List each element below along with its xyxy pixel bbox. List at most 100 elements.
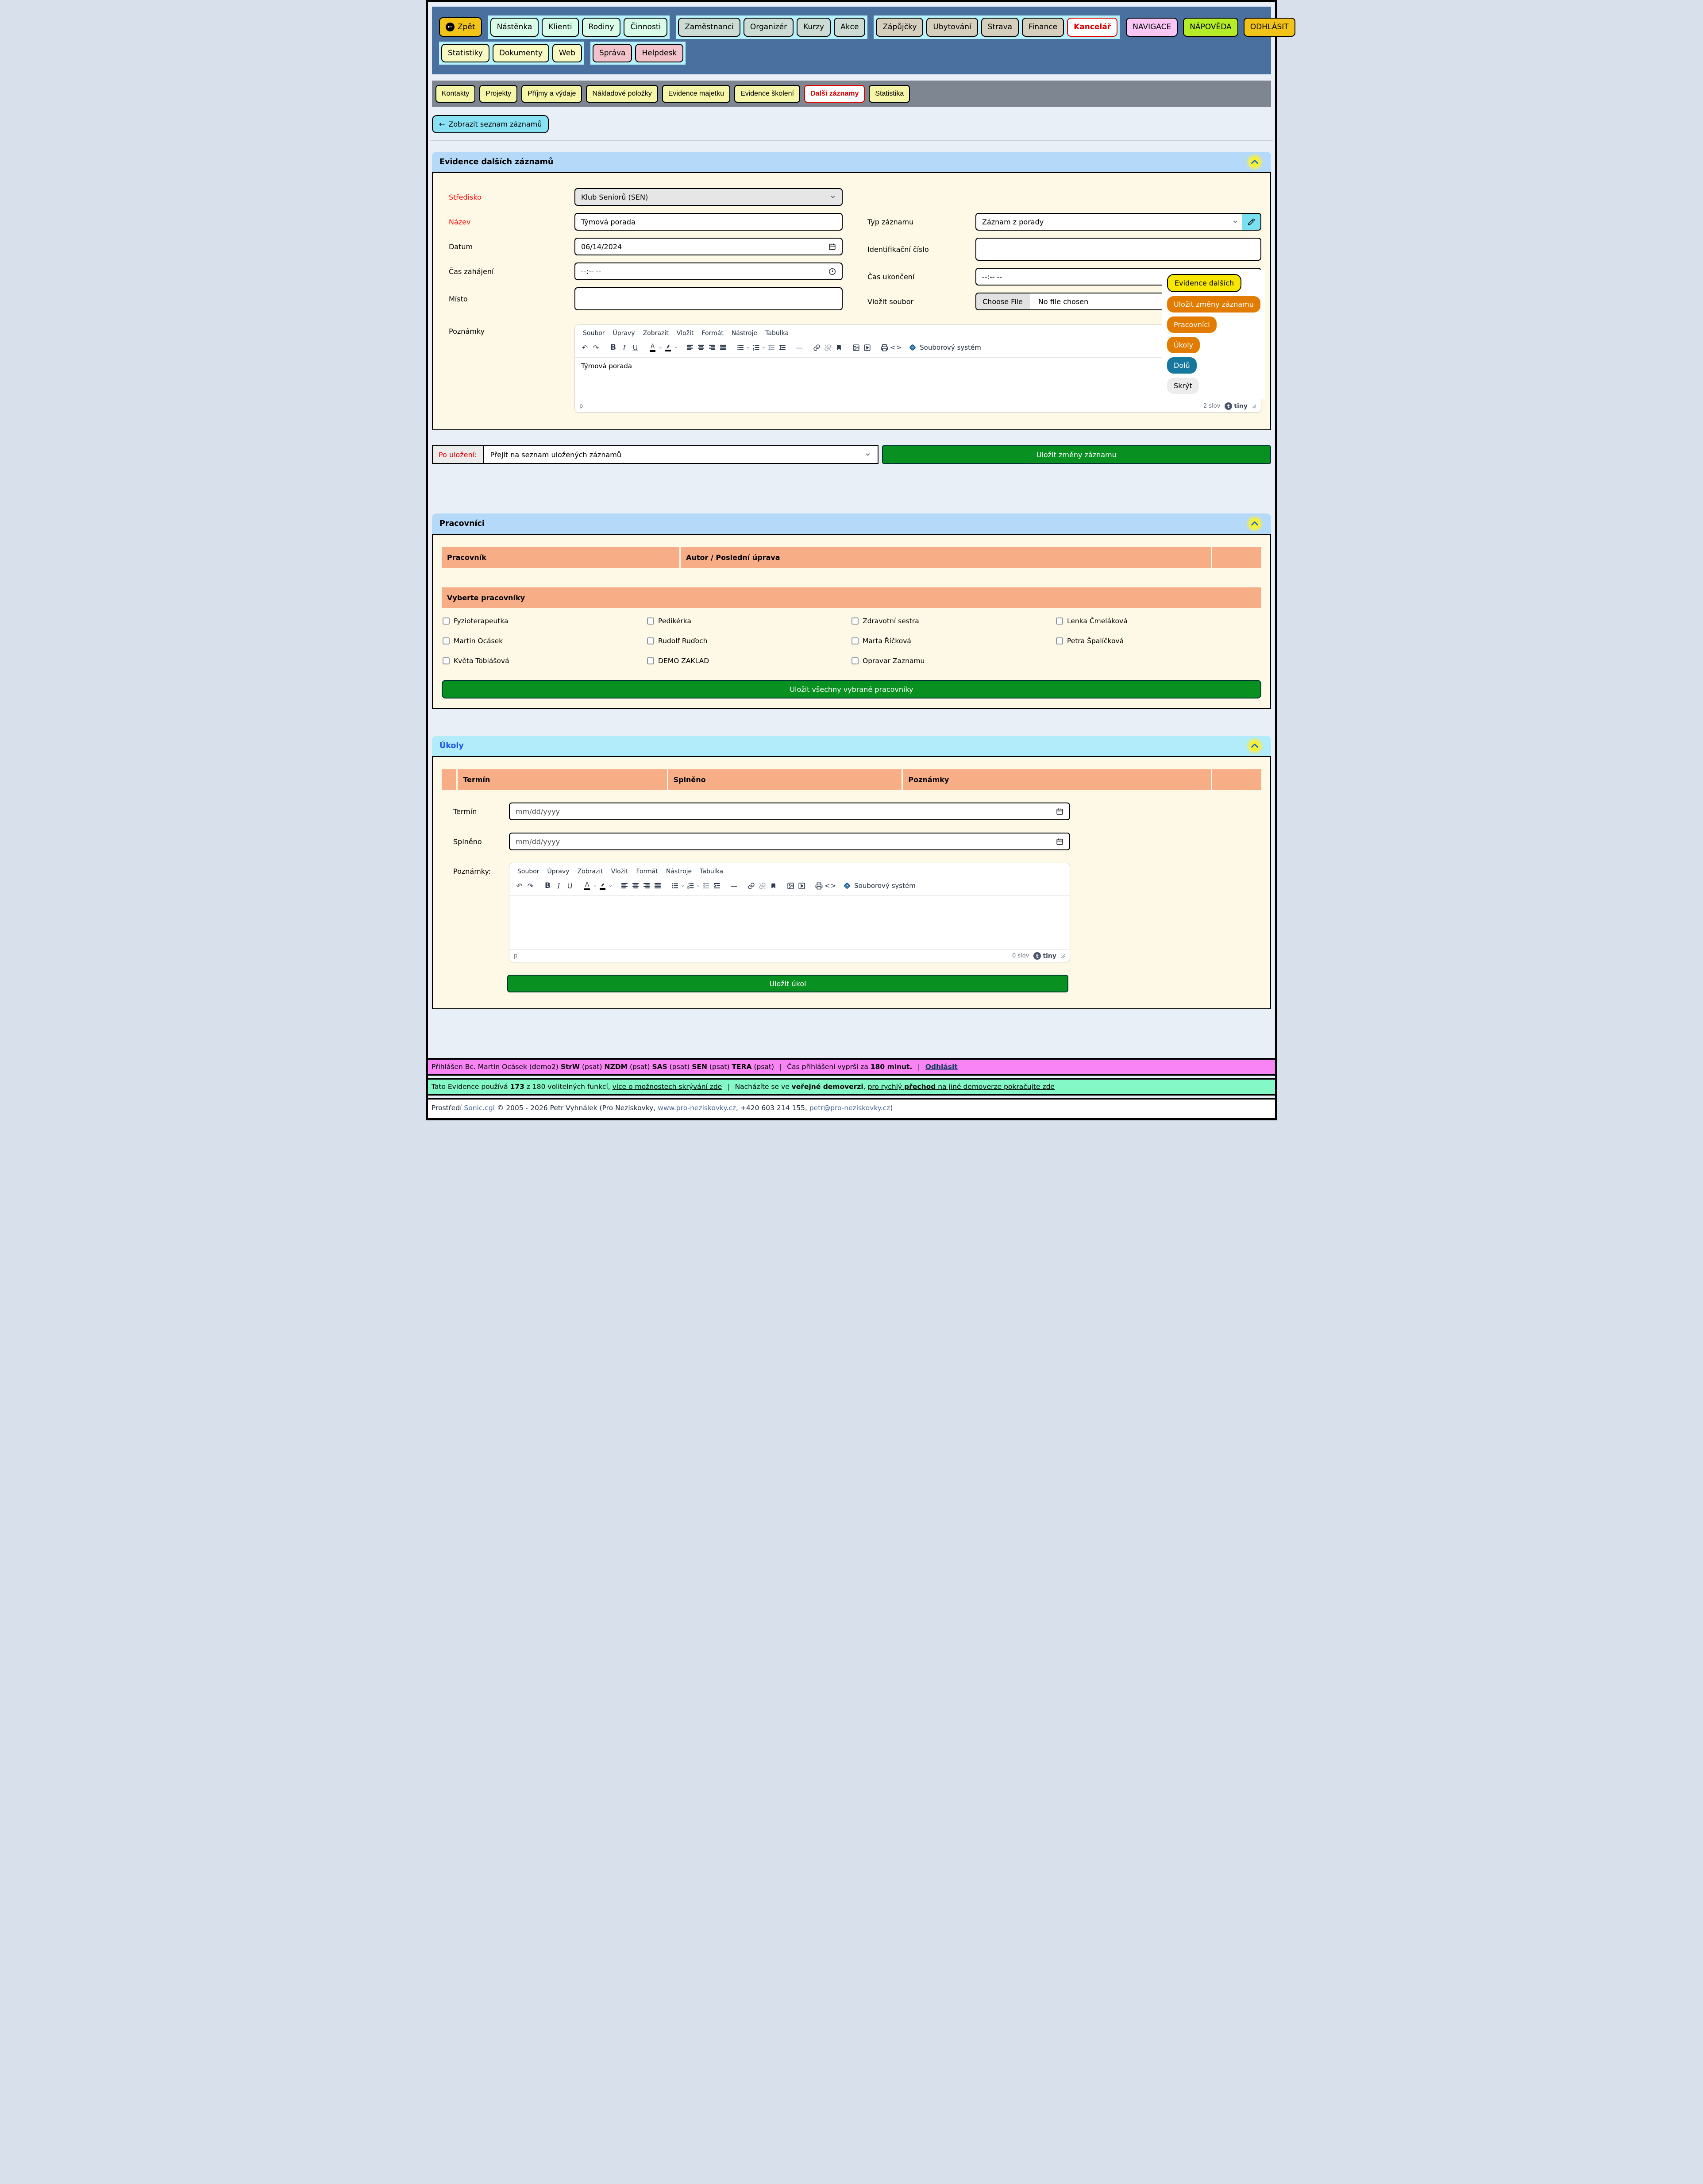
undo-icon[interactable]: ↶ bbox=[516, 881, 523, 890]
misto-input[interactable] bbox=[574, 287, 843, 311]
worker-option[interactable]: Opravar Zaznamu bbox=[852, 657, 1056, 665]
nav-item-zapujcky[interactable]: Zápůjčky bbox=[876, 18, 924, 37]
worker-option[interactable]: Martin Ocásek bbox=[443, 637, 647, 645]
calendar-icon[interactable] bbox=[1056, 808, 1063, 815]
undo-icon[interactable]: ↶ bbox=[582, 343, 588, 352]
media-icon[interactable] bbox=[796, 880, 807, 891]
checkbox[interactable] bbox=[647, 637, 654, 645]
identifikacni-cislo-input[interactable] bbox=[975, 238, 1261, 261]
checkbox[interactable] bbox=[443, 657, 450, 665]
chevron-down-icon[interactable] bbox=[593, 884, 597, 888]
tab-kontakty[interactable]: Kontakty bbox=[435, 85, 476, 103]
nav-item-statistiky[interactable]: Statistiky bbox=[441, 43, 489, 63]
calendar-icon[interactable] bbox=[1056, 838, 1063, 845]
editor-menu-soubor[interactable]: Soubor bbox=[517, 868, 539, 876]
record-notes-editor[interactable]: Soubor Úpravy Zobrazit Vložit Formát Nás… bbox=[574, 324, 1261, 413]
highlight-color-button[interactable] bbox=[663, 342, 674, 353]
file-system-button[interactable]: Souborový systém bbox=[843, 881, 916, 890]
worker-option[interactable]: Pedikérka bbox=[647, 617, 852, 625]
worker-option[interactable]: Marta Říčková bbox=[852, 637, 1056, 645]
nav-item-helpdesk[interactable]: Helpdesk bbox=[635, 43, 684, 63]
editor-menu-nastroje[interactable]: Nástroje bbox=[666, 868, 692, 876]
nav-item-kurzy[interactable]: Kurzy bbox=[797, 18, 831, 37]
chevron-down-icon[interactable] bbox=[659, 346, 663, 350]
bullet-list-icon[interactable] bbox=[735, 342, 746, 353]
nazev-input[interactable]: Týmová porada bbox=[574, 213, 843, 231]
file-system-button[interactable]: Souborový systém bbox=[908, 343, 981, 352]
source-code-icon[interactable]: <> bbox=[825, 882, 837, 890]
nav-item-sprava[interactable]: Správa bbox=[593, 43, 632, 63]
task-notes-editor[interactable]: Soubor Úpravy Zobrazit Vložit Formát Nás… bbox=[509, 863, 1070, 963]
nav-item-web[interactable]: Web bbox=[552, 43, 582, 63]
tasks-collapse-button[interactable] bbox=[1246, 737, 1264, 755]
typ-zaznamu-select[interactable]: Záznam z porady bbox=[975, 213, 1245, 231]
chevron-down-icon[interactable] bbox=[674, 346, 678, 350]
quick-menu-skryt[interactable]: Skrýt bbox=[1167, 378, 1199, 394]
show-record-list-button[interactable]: ← Zobrazit seznam záznamů bbox=[432, 115, 549, 134]
chevron-down-icon[interactable] bbox=[681, 884, 685, 888]
quick-menu-dolu[interactable]: Dolů bbox=[1167, 357, 1197, 374]
navigace-button[interactable]: NAVIGACE bbox=[1126, 18, 1178, 37]
media-icon[interactable] bbox=[862, 342, 873, 353]
logout-link[interactable]: Odhlásit bbox=[925, 1063, 958, 1071]
editor-menu-vlozit[interactable]: Vložit bbox=[611, 868, 628, 876]
save-task-button[interactable]: Uložit úkol bbox=[507, 975, 1068, 993]
edit-record-type-button[interactable] bbox=[1242, 213, 1261, 231]
redo-icon[interactable]: ↷ bbox=[527, 881, 534, 890]
bold-button[interactable]: B bbox=[610, 343, 616, 352]
record-collapse-button[interactable] bbox=[1246, 153, 1264, 171]
editor-menu-format[interactable]: Formát bbox=[701, 330, 724, 337]
quick-menu-pracovnici[interactable]: Pracovníci bbox=[1167, 316, 1217, 333]
chevron-down-icon[interactable] bbox=[609, 884, 613, 888]
outdent-icon[interactable] bbox=[766, 342, 777, 353]
nav-item-klienti[interactable]: Klienti bbox=[542, 18, 579, 37]
editor-menu-tabulka[interactable]: Tabulka bbox=[765, 330, 789, 337]
resize-handle-icon[interactable] bbox=[1061, 954, 1065, 958]
chevron-down-icon[interactable] bbox=[762, 346, 766, 350]
save-record-button[interactable]: Uložit změny záznamu bbox=[882, 445, 1271, 464]
align-center-icon[interactable] bbox=[630, 880, 641, 891]
email-link[interactable]: petr@pro-neziskovky.cz bbox=[809, 1104, 890, 1112]
nav-item-zamestnanci[interactable]: Zaměstnanci bbox=[678, 18, 740, 37]
checkbox[interactable] bbox=[852, 617, 859, 625]
calendar-icon[interactable] bbox=[828, 243, 836, 251]
tab-nakladove-polozky[interactable]: Nákladové položky bbox=[586, 85, 658, 103]
choose-file-button[interactable]: Choose File bbox=[976, 293, 1029, 310]
unlink-icon[interactable] bbox=[822, 342, 833, 353]
bookmark-icon[interactable] bbox=[768, 880, 779, 891]
tab-evidence-majetku[interactable]: Evidence majetku bbox=[662, 85, 731, 103]
print-icon[interactable] bbox=[813, 880, 825, 891]
nav-item-rodiny[interactable]: Rodiny bbox=[582, 18, 621, 37]
editor-content-area[interactable] bbox=[509, 895, 1070, 949]
align-center-icon[interactable] bbox=[695, 342, 706, 353]
editor-menu-upravy[interactable]: Úpravy bbox=[613, 330, 635, 337]
numbered-list-icon[interactable] bbox=[750, 342, 761, 353]
bold-button[interactable]: B bbox=[545, 881, 551, 891]
editor-menu-zobrazit[interactable]: Zobrazit bbox=[577, 868, 603, 876]
odhlasit-button[interactable]: ODHLÁSIT bbox=[1243, 18, 1295, 37]
nav-item-strava[interactable]: Strava bbox=[981, 18, 1019, 37]
termin-date-input[interactable]: mm/dd/yyyy bbox=[509, 803, 1070, 821]
website-link[interactable]: www.pro-neziskovky.cz bbox=[658, 1104, 736, 1112]
editor-content-area[interactable]: Týmová porada bbox=[575, 357, 1261, 400]
checkbox[interactable] bbox=[443, 637, 450, 645]
cas-zahajeni-input[interactable]: --:-- -- bbox=[574, 262, 843, 281]
align-justify-icon[interactable] bbox=[717, 342, 728, 353]
align-left-icon[interactable] bbox=[619, 880, 630, 891]
redo-icon[interactable]: ↷ bbox=[593, 343, 599, 352]
checkbox[interactable] bbox=[647, 657, 654, 665]
outdent-icon[interactable] bbox=[700, 880, 711, 891]
chevron-down-icon[interactable] bbox=[746, 346, 750, 350]
underline-button[interactable]: U bbox=[632, 343, 638, 352]
horizontal-rule-icon[interactable]: — bbox=[730, 881, 738, 890]
save-selected-workers-button[interactable]: Uložit všechny vybrané pracovníky bbox=[442, 680, 1261, 699]
back-button[interactable]: ← Zpět bbox=[439, 17, 482, 37]
worker-option[interactable]: Petra Špalíčková bbox=[1056, 637, 1260, 645]
unlink-icon[interactable] bbox=[757, 880, 768, 891]
align-justify-icon[interactable] bbox=[652, 880, 663, 891]
underline-button[interactable]: U bbox=[567, 881, 573, 890]
editor-menu-zobrazit[interactable]: Zobrazit bbox=[643, 330, 669, 337]
tab-statistika[interactable]: Statistika bbox=[869, 85, 910, 103]
napoveda-button[interactable]: NÁPOVĚDA bbox=[1183, 18, 1238, 37]
checkbox[interactable] bbox=[1056, 617, 1063, 625]
